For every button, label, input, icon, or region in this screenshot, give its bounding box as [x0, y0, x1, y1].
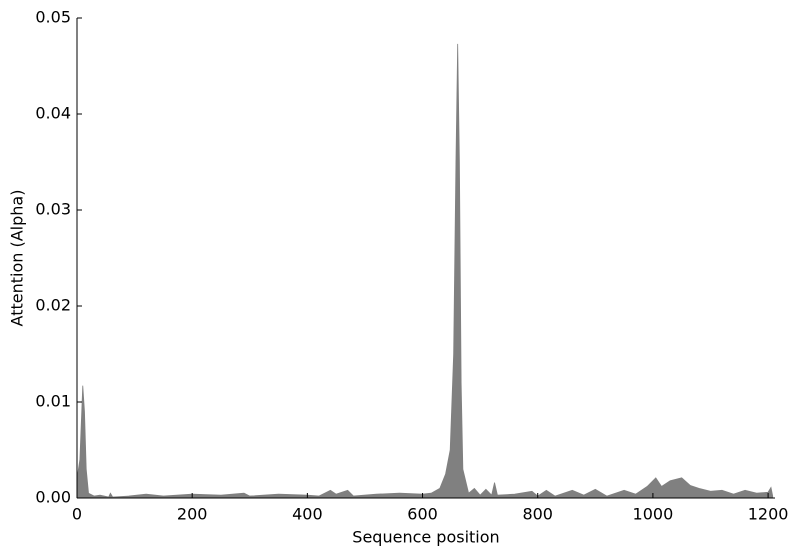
y-tick-label: 0.01 — [35, 392, 71, 411]
y-tick-label: 0.02 — [35, 296, 71, 315]
y-axis-label: Attention (Alpha) — [8, 190, 27, 327]
x-tick-label: 600 — [407, 505, 438, 524]
x-tick-label: 400 — [292, 505, 323, 524]
y-tick-label: 0.05 — [35, 8, 71, 27]
y-tick-label: 0.00 — [35, 488, 71, 507]
x-tick-label: 800 — [522, 505, 553, 524]
x-tick-label: 0 — [72, 505, 82, 524]
x-tick-label: 1200 — [748, 505, 789, 524]
y-tick-label: 0.04 — [35, 104, 71, 123]
area — [76, 43, 774, 499]
x-tick-label: 1000 — [633, 505, 674, 524]
x-tick-label: 200 — [177, 505, 208, 524]
x-axis-label: Sequence position — [352, 528, 499, 547]
y-tick-label: 0.03 — [35, 200, 71, 219]
